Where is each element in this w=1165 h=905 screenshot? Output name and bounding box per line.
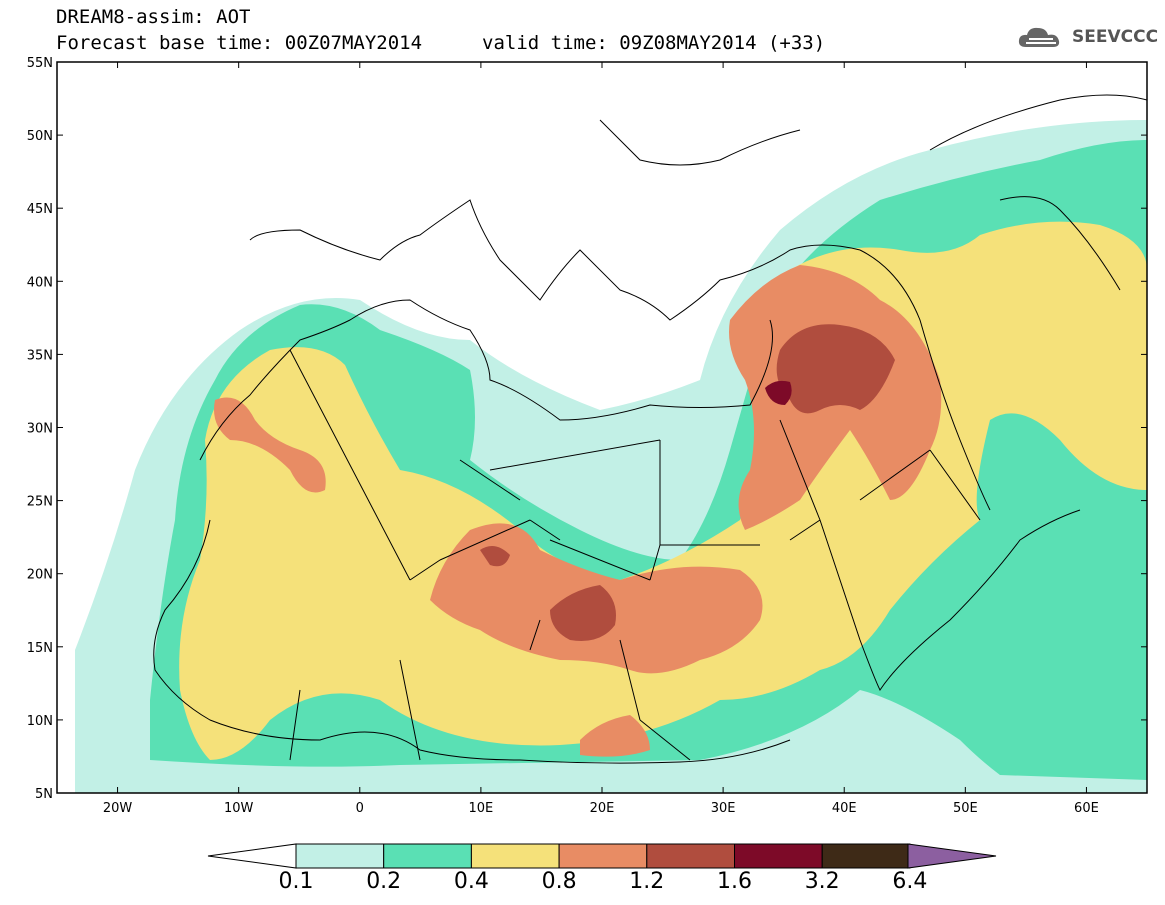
colorbar-cell [821,843,911,869]
forecast-base-time: Forecast base time: 00Z07MAY2014 [56,32,423,54]
coastlines [153,94,1147,764]
colorbar-lower-arrow [207,843,297,869]
aot-field [75,94,1147,793]
colorbar-label: 0.8 [541,869,577,894]
colorbar-upper-arrow [907,843,997,869]
lat-tick-label: 5N [35,787,53,802]
lat-tick-label: 45N [27,202,53,217]
colorbar-label: 3.2 [804,869,840,894]
lat-tick-label: 30N [27,422,53,437]
seevccc-logo: SEEVCCC [1016,22,1158,52]
lat-tick-label: 25N [27,495,53,510]
lon-tick-label: 10E [469,801,494,816]
lon-tick-label: 20E [590,801,615,816]
aot-level-0.8 [214,397,326,493]
lon-tick-label: 40E [832,801,857,816]
lon-tick-label: 60E [1074,801,1099,816]
lat-tick-label: 55N [27,56,53,71]
lon-tick-label: 50E [953,801,978,816]
lat-tick-label: 50N [27,129,53,144]
colorbar-cell [646,843,735,869]
colorbar-label: 6.4 [892,869,928,894]
colorbar-label: 0.1 [278,869,314,894]
aot-level-1.2 [776,324,895,414]
lat-tick-label: 40N [27,275,53,290]
lat-tick-label: 20N [27,568,53,583]
colorbar-cell [383,843,472,869]
aot-level-0.8 [580,715,650,757]
colorbar-cell [295,843,385,869]
lat-tick-label: 15N [27,641,53,656]
colorbar-cell [470,843,560,869]
latitude-axis: 55N 50N 45N 40N 35N 30N 25N 20N 15N 10N 5N [27,56,1147,802]
map-title: DREAM8-assim: AOT [56,6,251,28]
colorbar-label: 1.2 [629,869,665,894]
colorbar-label: 0.4 [453,869,489,894]
valid-time: valid time: 09Z08MAY2014 (+33) [482,32,826,54]
lon-tick-label: 30E [711,801,736,816]
colorbar-label: 1.6 [717,869,752,894]
colorbar-label: 0.2 [366,869,402,894]
lon-tick-label: 20W [103,801,133,816]
longitude-axis: 20W 10W 0 10E 20E 30E 40E 50E 60E [103,62,1099,816]
lon-tick-label: 0 [356,801,364,816]
logo-text: SEEVCCC [1072,27,1159,47]
aot-level-1.2 [480,546,510,567]
colorbar-cell [734,843,823,869]
cloud-icon [1018,27,1060,47]
lat-tick-label: 10N [27,714,53,729]
aot-level-1.2 [550,585,616,641]
lat-tick-label: 35N [27,348,53,363]
aot-level-1.6 [765,380,792,405]
colorbar [207,843,997,869]
colorbar-cell [558,843,648,869]
lon-tick-label: 10W [224,801,254,816]
